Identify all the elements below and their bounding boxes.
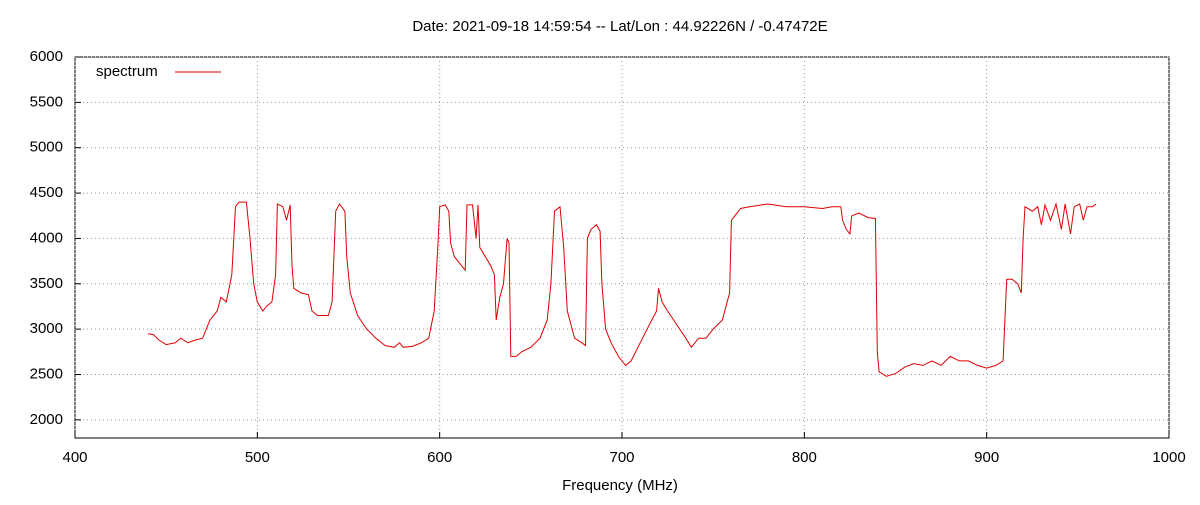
y-tick-label: 3500 [30,275,63,292]
x-tick-label: 800 [792,449,817,466]
plot-frame [74,56,1170,439]
spectrum-line [147,201,1097,377]
y-tick-label: 2000 [30,411,63,428]
y-tick-label: 4000 [30,229,63,246]
y-tick-label: 4500 [30,184,63,201]
x-tick-label: 900 [974,449,999,466]
y-tick-label: 5500 [30,93,63,110]
x-tick-label: 700 [609,449,634,466]
legend-label: spectrum [96,63,158,80]
y-tick-label: 5000 [30,139,63,156]
x-tick-label: 400 [62,449,87,466]
y-tick-label: 3000 [30,320,63,337]
y-tick-label: 6000 [30,48,63,65]
y-tick-label: 2500 [30,365,63,382]
x-axis-label: Frequency (MHz) [562,477,678,494]
x-tick-label: 1000 [1152,449,1185,466]
x-tick-label: 600 [427,449,452,466]
chart-title: Date: 2021-09-18 14:59:54 -- Lat/Lon : 4… [412,18,827,35]
x-tick-label: 500 [245,449,270,466]
